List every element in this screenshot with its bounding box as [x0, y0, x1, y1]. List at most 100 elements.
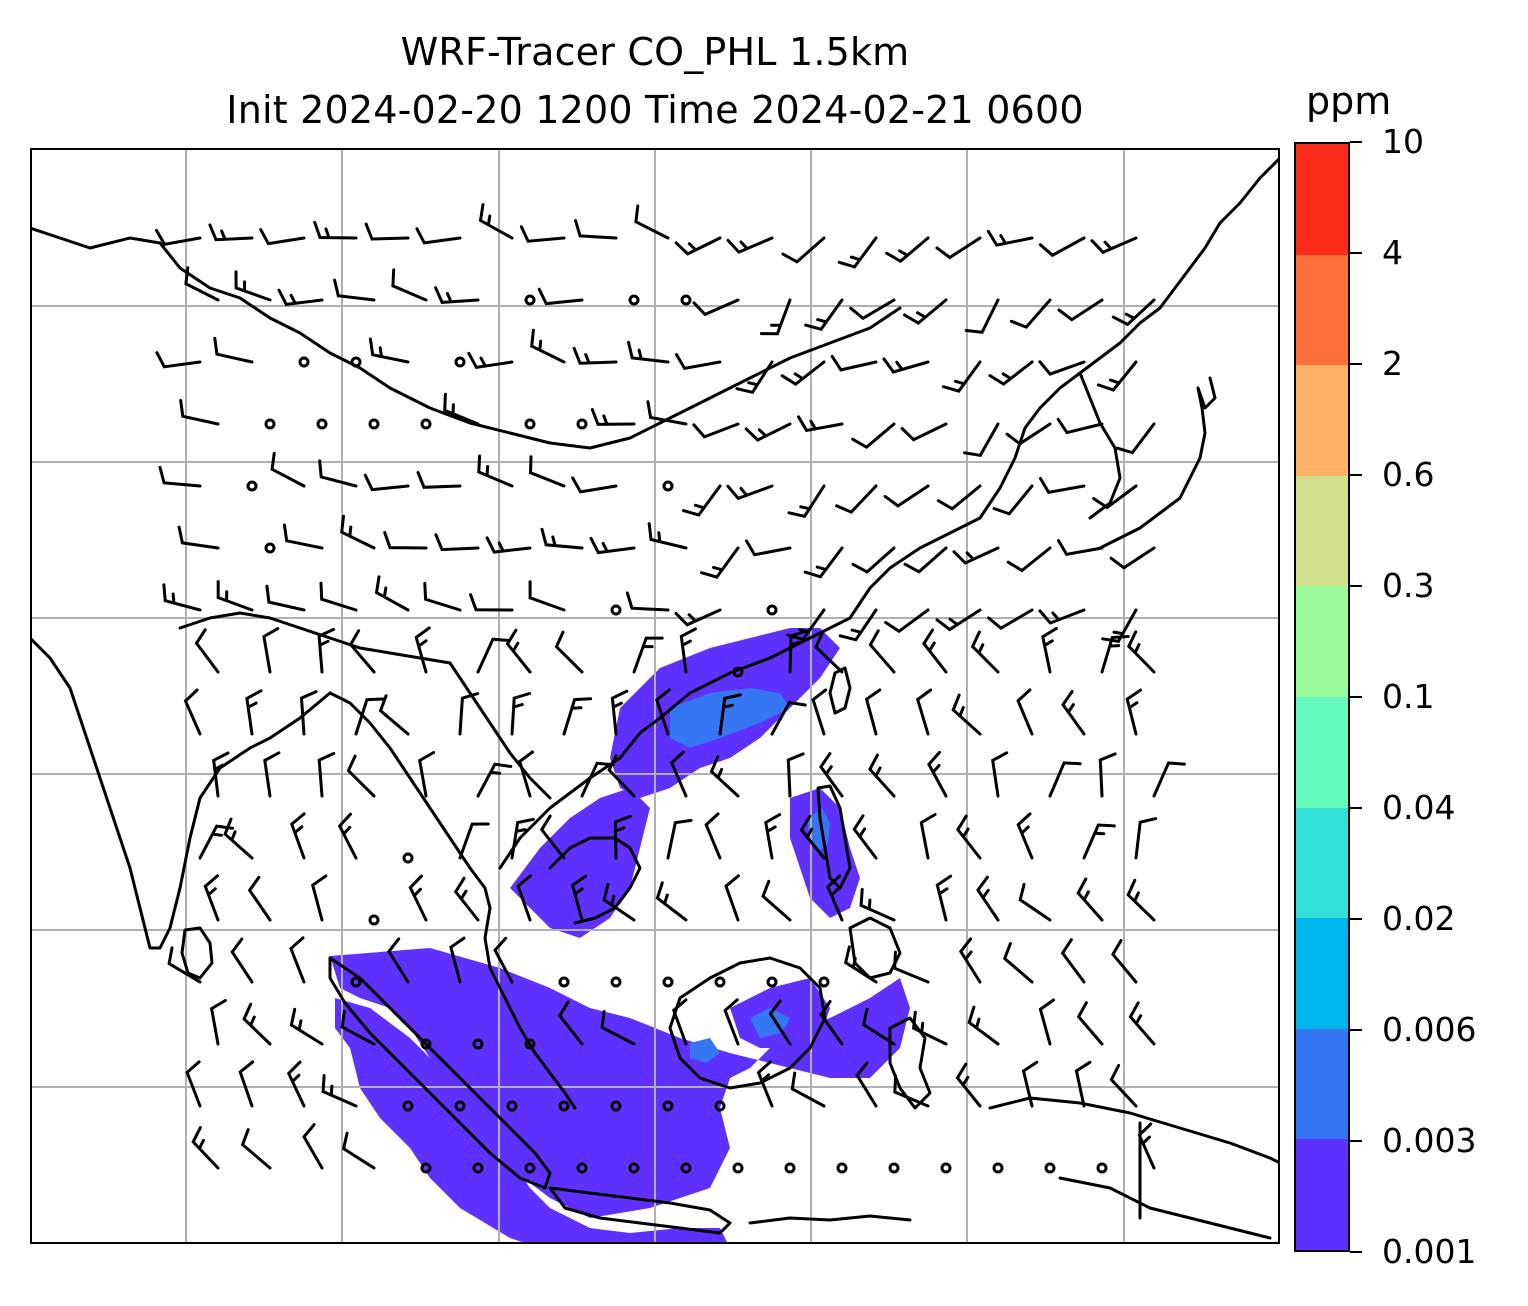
coast-luzon: [816, 784, 852, 890]
calm-wind-circle: [454, 356, 466, 368]
title-line-1: WRF-Tracer CO_PHL 1.5km: [400, 30, 910, 74]
wind-barb: [935, 236, 982, 260]
coastlines: [30, 156, 1280, 1240]
wind-barb: [1039, 477, 1086, 494]
wind-barb: [337, 812, 358, 860]
wind-barb: [340, 1009, 376, 1046]
wind-barb: [184, 266, 220, 302]
colorbar-segment: [1296, 696, 1348, 808]
tracer-plume-higher-layer: [670, 688, 830, 1063]
tracer-plume-layer: [330, 628, 910, 1244]
wind-barb: [903, 298, 948, 325]
wind-barb: [674, 236, 722, 256]
wind-barb: [265, 584, 306, 612]
wind-barb: [811, 688, 828, 736]
wind-barb: [613, 814, 632, 860]
wind-barb: [655, 881, 688, 922]
colorbar-tick-label: 0.3: [1382, 566, 1435, 605]
colorbar-tick: [1350, 141, 1362, 143]
wind-barb: [851, 546, 896, 574]
colorbar-tick-label: 0.04: [1382, 788, 1456, 827]
border-china-north: [30, 226, 902, 450]
wind-barb: [610, 689, 629, 736]
wind-barb: [669, 750, 688, 798]
wind-barb: [804, 298, 844, 332]
wind-barb: [387, 937, 410, 984]
wind-barb: [238, 1060, 255, 1108]
colorbar-tick-label: 0.006: [1382, 1010, 1477, 1049]
wind-barb: [911, 1010, 948, 1046]
calm-wind-circle: [524, 1038, 536, 1050]
plume-sumatra-java: [335, 998, 728, 1244]
wind-barb: [1111, 939, 1138, 984]
coast-malay-peninsula: [483, 906, 577, 1110]
calm-wind-circle: [402, 852, 414, 864]
wind-barb: [408, 874, 428, 922]
wind-barb: [562, 697, 593, 736]
wind-barb: [883, 484, 930, 508]
wind-barb: [477, 454, 514, 488]
wind-barb: [416, 471, 462, 489]
wind-barb: [756, 1060, 774, 1108]
calm-wind-circle: [472, 1038, 484, 1050]
calm-wind-circle: [732, 1162, 744, 1174]
wind-barb: [602, 882, 636, 922]
calm-wind-circle: [662, 976, 674, 988]
coast-gulf-of-thailand: [548, 836, 642, 925]
wind-barb: [1101, 608, 1138, 644]
wind-barb: [991, 751, 1009, 798]
colorbar-tick-label: 10: [1382, 122, 1424, 161]
wind-barb: [434, 533, 480, 552]
wind-barb: [1152, 761, 1186, 798]
wind-barb: [788, 629, 808, 674]
wind-barb: [1056, 417, 1104, 435]
calm-wind-circle: [558, 1100, 570, 1112]
wind-barb: [634, 204, 670, 240]
gridlines: [30, 148, 1280, 1244]
wind-barb: [299, 690, 318, 736]
wind-barb: [726, 236, 774, 254]
wind-barb: [449, 936, 466, 984]
wind-barb: [1092, 484, 1138, 510]
wind-barb: [859, 888, 896, 922]
wind-barb: [1074, 1060, 1092, 1108]
coast-new-guinea: [988, 1096, 1280, 1165]
wind-barb: [478, 203, 514, 240]
wind-barb: [383, 531, 428, 550]
calm-wind-circle: [628, 294, 640, 306]
wind-barb: [885, 236, 930, 264]
wind-barb: [321, 1074, 358, 1108]
wind-barb: [893, 950, 930, 984]
wind-barb: [528, 580, 566, 612]
calm-wind-circle: [766, 976, 778, 988]
wind-barb: [391, 268, 428, 302]
wind-barb: [540, 527, 584, 550]
wind-barb: [607, 754, 636, 798]
wind-barb: [837, 236, 878, 269]
wind-barb: [790, 1071, 826, 1108]
wind-barb: [764, 813, 782, 860]
colorbar-tick-label: 0.001: [1382, 1232, 1477, 1271]
colorbar-tick: [1350, 585, 1362, 587]
wind-barb: [318, 459, 358, 488]
plume-higher-south-china: [670, 688, 790, 748]
wind-barb: [761, 879, 792, 922]
wind-barb: [838, 608, 878, 642]
wind-barb: [528, 455, 566, 488]
calm-wind-circle: [992, 1162, 1004, 1174]
wind-barb: [819, 752, 844, 798]
wind-barb: [1018, 882, 1052, 922]
wind-barb: [313, 220, 358, 240]
wind-barb: [1109, 546, 1156, 570]
calm-wind-circle: [1044, 1162, 1056, 1174]
wind-barb: [646, 400, 688, 426]
colorbar-segment: [1296, 144, 1348, 255]
wind-barb: [319, 581, 358, 612]
colorbar-tick-label: 2: [1382, 344, 1403, 383]
calm-wind-circle: [662, 1100, 674, 1112]
wind-barb: [277, 288, 324, 307]
wind-barb: [826, 874, 844, 922]
wind-barb: [212, 751, 230, 798]
wind-barb: [882, 357, 930, 374]
wind-barb: [970, 630, 1000, 674]
